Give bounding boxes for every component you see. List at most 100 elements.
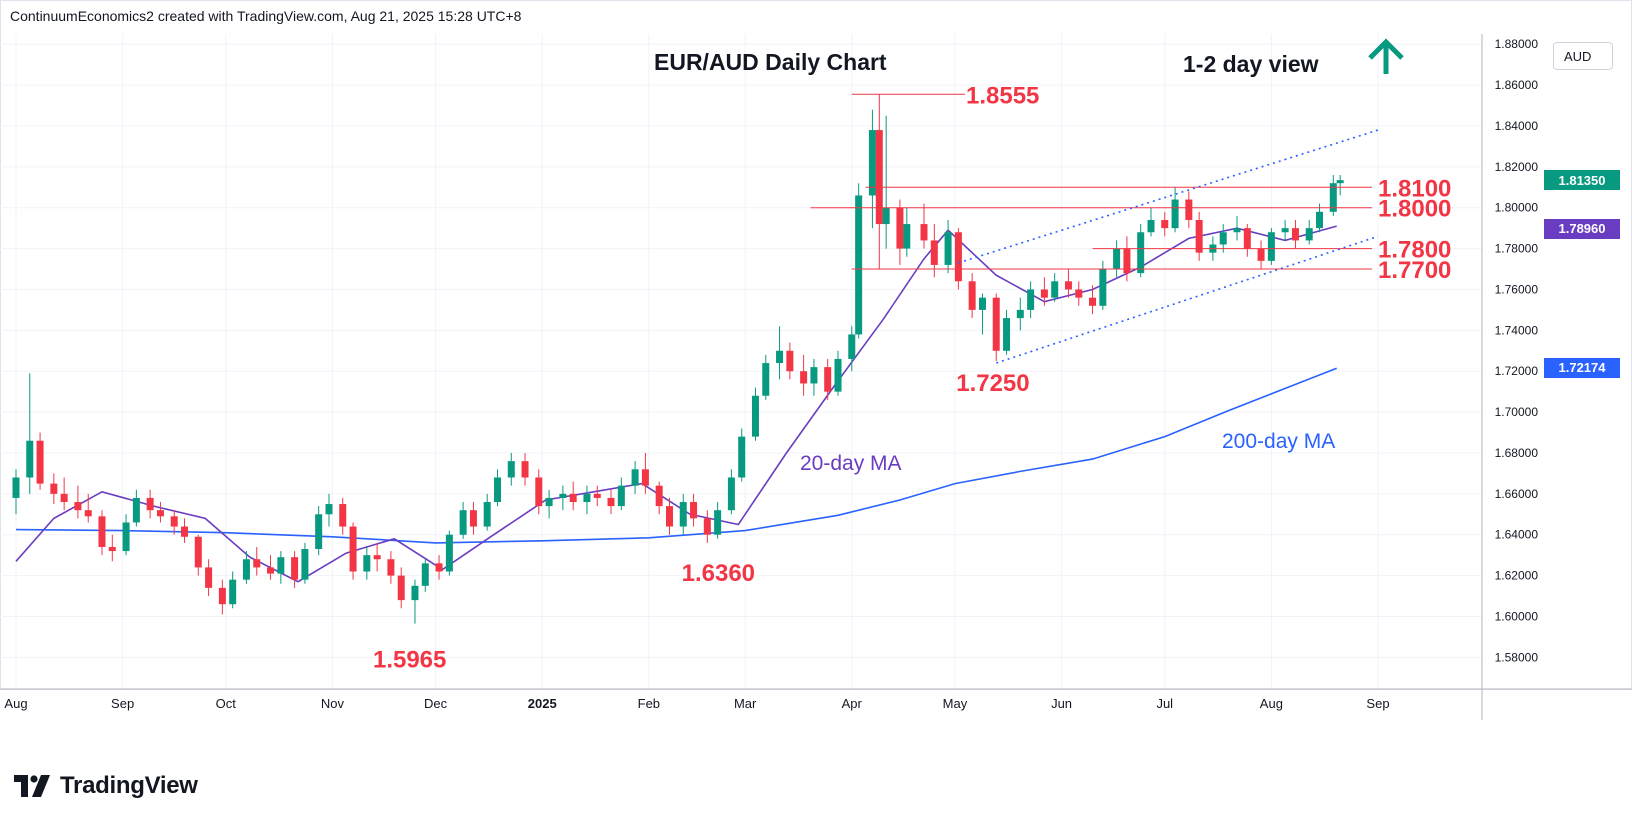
candle-body — [411, 585, 419, 601]
candle-body — [631, 469, 639, 486]
y-tick-label: 1.86000 — [1495, 78, 1539, 92]
candle-body — [751, 395, 759, 437]
plot-frame — [0, 0, 1632, 690]
level-label: 1.8100 — [1378, 175, 1451, 202]
swing-low-label: 1.7250 — [956, 370, 1029, 397]
candle-body — [349, 526, 357, 572]
level-label: 1.8555 — [966, 82, 1039, 109]
last-price-tag: 1.81350 — [1544, 170, 1620, 191]
candle-body — [50, 483, 58, 494]
candle-body — [1027, 289, 1035, 310]
candle-body — [315, 514, 323, 550]
candle-body — [1051, 281, 1059, 298]
y-tick-label: 1.76000 — [1495, 282, 1539, 296]
candle-body — [170, 516, 178, 527]
candle-body — [194, 536, 202, 568]
level-label: 1.7800 — [1378, 237, 1451, 264]
candle-body — [1336, 180, 1344, 184]
x-tick-label: Aug — [1260, 696, 1283, 711]
candle-body — [1003, 318, 1011, 351]
candle-body — [1267, 232, 1275, 261]
candle-body — [665, 506, 673, 527]
y-tick-label: 1.82000 — [1495, 160, 1539, 174]
y-tick-label: 1.62000 — [1495, 569, 1539, 583]
candle-body — [459, 510, 467, 535]
candle-body — [896, 207, 904, 249]
y-tick-label: 1.68000 — [1495, 446, 1539, 460]
candle-body — [690, 502, 698, 519]
candle-body — [181, 526, 189, 537]
candle-body — [1305, 228, 1313, 241]
chart-subtitle: 1-2 day view — [1183, 51, 1319, 77]
candle-body — [1329, 183, 1337, 212]
candle-body — [776, 350, 784, 364]
candle-body — [1113, 248, 1121, 270]
candle-body — [855, 195, 863, 335]
candle-body — [1185, 199, 1193, 220]
candle-body — [703, 518, 711, 535]
candle-body — [583, 493, 591, 503]
candle-body — [978, 297, 986, 310]
y-tick-label: 1.58000 — [1495, 650, 1539, 664]
ma20-line — [15, 225, 1337, 583]
candle-body — [1099, 269, 1107, 306]
candle-body — [607, 497, 615, 507]
candle-body — [1089, 297, 1097, 306]
candle-body — [1161, 219, 1169, 229]
candle-body — [824, 367, 832, 392]
x-tick-label: Nov — [321, 696, 345, 711]
candle-body — [786, 350, 794, 372]
x-tick-label: Sep — [111, 696, 134, 711]
up-arrow-icon — [1368, 38, 1404, 74]
level-label: 1.8000 — [1378, 196, 1451, 223]
currency-selector[interactable]: AUD — [1553, 42, 1613, 70]
candle-body — [834, 358, 842, 392]
candle-body — [60, 493, 68, 503]
candle-body — [325, 504, 333, 515]
candle-body — [267, 567, 275, 574]
candle-body — [1064, 281, 1072, 290]
candle-body — [800, 371, 808, 384]
candle-body — [1219, 232, 1227, 245]
x-tick-label: Sep — [1366, 696, 1389, 711]
y-tick-label: 1.80000 — [1495, 201, 1539, 215]
candle-body — [146, 497, 154, 511]
candle-body — [714, 510, 722, 535]
candle-body — [545, 497, 553, 507]
candle-body — [903, 224, 911, 249]
candle-body — [291, 557, 299, 580]
candle-body — [617, 485, 625, 507]
candle-body — [108, 546, 116, 552]
candle-body — [74, 502, 82, 511]
candle-body — [521, 461, 529, 478]
trend-channel — [958, 129, 1379, 364]
y-tick-label: 1.84000 — [1495, 119, 1539, 133]
y-tick-label: 1.70000 — [1495, 405, 1539, 419]
x-tick-label: Jul — [1156, 696, 1173, 711]
candle-body — [727, 477, 735, 511]
candle-body — [930, 240, 938, 265]
candle-body — [875, 130, 883, 225]
candle-body — [507, 461, 515, 478]
y-tick-label: 1.66000 — [1495, 487, 1539, 501]
x-tick-label: Jun — [1051, 696, 1072, 711]
candle-body — [98, 516, 106, 547]
candle-body — [968, 281, 976, 310]
chart-axes: 1.88000 1.86000 1.84000 1.82000 1.80000 1.780… — [0, 34, 1632, 720]
candle-body — [1137, 232, 1145, 274]
candle-body — [655, 485, 663, 507]
level-label: 1.7700 — [1378, 257, 1451, 284]
x-tick-label: Aug — [4, 696, 27, 711]
candle-body — [301, 549, 309, 580]
ma200-label: 200-day MA — [1222, 430, 1335, 453]
up-arrow-head — [1368, 38, 1404, 60]
tradingview-logo[interactable]: TradingView — [14, 772, 198, 800]
candle-body — [1257, 248, 1265, 261]
candle-body — [483, 502, 491, 527]
candle-body — [1243, 228, 1251, 249]
candle-body — [253, 559, 261, 568]
candle-body — [205, 567, 213, 588]
candle-body — [762, 363, 770, 396]
